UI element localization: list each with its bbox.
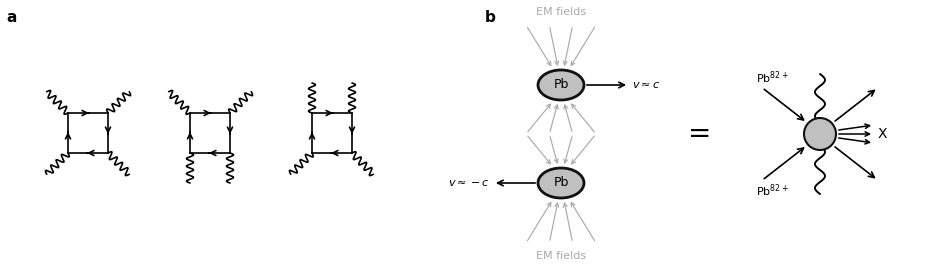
Text: b: b [485, 10, 496, 25]
Text: EM fields: EM fields [536, 251, 587, 261]
Text: a: a [6, 10, 16, 25]
Text: X: X [878, 127, 887, 141]
Text: =: = [689, 120, 711, 148]
Text: Pb$^{82+}$: Pb$^{82+}$ [756, 182, 788, 199]
Text: Pb: Pb [553, 176, 569, 189]
Text: $v \approx c$: $v \approx c$ [632, 80, 660, 90]
Ellipse shape [538, 168, 584, 198]
Text: Pb$^{82+}$: Pb$^{82+}$ [756, 69, 788, 86]
Text: Pb: Pb [553, 79, 569, 92]
Text: EM fields: EM fields [536, 7, 587, 17]
Ellipse shape [538, 70, 584, 100]
Circle shape [804, 118, 836, 150]
Text: $v \approx -c$: $v \approx -c$ [448, 178, 490, 188]
